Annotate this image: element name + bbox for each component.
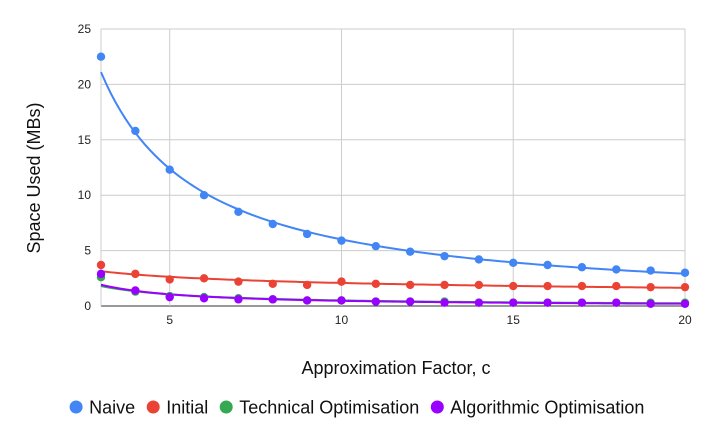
data-point [268, 219, 277, 229]
data-point [577, 281, 587, 291]
data-point [165, 165, 174, 174]
data-point [337, 277, 346, 286]
x-tick-label: 20 [678, 313, 692, 327]
data-point [646, 282, 655, 292]
data-point [96, 260, 106, 270]
data-point [612, 281, 621, 291]
legend-label: Naive [89, 398, 135, 418]
y-tick-label: 20 [78, 77, 92, 91]
x-tick-label: 10 [335, 313, 349, 327]
data-point [680, 282, 690, 292]
data-point [234, 277, 243, 286]
legend-marker [69, 400, 83, 414]
legend-item: Naive [69, 398, 135, 418]
legend-marker [146, 400, 160, 414]
data-point [337, 296, 346, 305]
y-tick-label: 5 [84, 244, 91, 258]
grid [100, 28, 686, 307]
data-point [337, 236, 346, 245]
data-point [405, 247, 415, 256]
data-point [199, 191, 209, 200]
data-point [577, 298, 587, 307]
data-point [509, 258, 518, 267]
data-point [199, 274, 209, 283]
x-tick-label: 5 [166, 313, 173, 327]
data-point [371, 279, 381, 289]
trendlines [100, 71, 686, 305]
data-point [165, 275, 174, 284]
data-point [131, 286, 140, 295]
legend-label: Initial [166, 398, 208, 418]
legend-item: Algorithmic Optimisation [430, 398, 644, 418]
data-point [440, 280, 449, 290]
tick-labels: 0 5 10 15 20 25 5 10 15 20 [78, 22, 692, 327]
data-point [646, 266, 655, 275]
data-point [165, 292, 174, 302]
data-point [680, 299, 690, 308]
trendline-0 [100, 71, 686, 275]
data-point [131, 269, 140, 279]
trendline-1 [100, 270, 686, 289]
data-point [302, 296, 312, 305]
y-tick-label: 25 [78, 22, 92, 36]
legend-label: Algorithmic Optimisation [450, 398, 644, 418]
legend: Naive Initial Technical Optimisation Algori… [69, 398, 644, 418]
data-point [405, 280, 415, 290]
data-point [612, 265, 621, 274]
data-point [268, 295, 277, 304]
data-point [646, 299, 655, 308]
trendline-3 [100, 283, 686, 305]
legend-item: Technical Optimisation [219, 398, 419, 418]
data-point [680, 268, 690, 277]
data-points [96, 52, 690, 308]
data-point [509, 298, 518, 307]
data-point [234, 295, 243, 304]
y-tick-label: 10 [78, 188, 92, 202]
data-point [405, 297, 415, 306]
data-point [440, 251, 449, 261]
data-point [543, 260, 552, 270]
y-tick-label: 15 [78, 133, 92, 147]
data-point [474, 298, 484, 307]
data-point [302, 280, 312, 290]
data-point [268, 279, 277, 289]
data-point [543, 298, 552, 307]
legend-label: Technical Optimisation [239, 398, 419, 418]
data-point [302, 229, 312, 239]
y-tick-label: 0 [84, 299, 91, 313]
data-point [371, 297, 381, 306]
legend-marker [219, 400, 233, 414]
data-point [509, 281, 518, 291]
x-axis-title: Approximation Factor, c [301, 358, 490, 378]
data-point [612, 298, 621, 307]
y-axis-title: Space Used (MBs) [24, 102, 44, 253]
data-point [440, 298, 449, 307]
data-point [96, 269, 106, 279]
data-point [543, 281, 552, 291]
data-point [371, 241, 381, 251]
data-point [474, 280, 484, 290]
x-tick-label: 15 [507, 313, 521, 327]
data-point [96, 52, 106, 61]
data-point [577, 263, 587, 272]
data-point [474, 255, 484, 264]
legend-item: Initial [146, 398, 208, 418]
data-point [131, 126, 140, 136]
data-point [199, 294, 209, 303]
data-point [234, 207, 243, 217]
legend-marker [430, 400, 444, 414]
